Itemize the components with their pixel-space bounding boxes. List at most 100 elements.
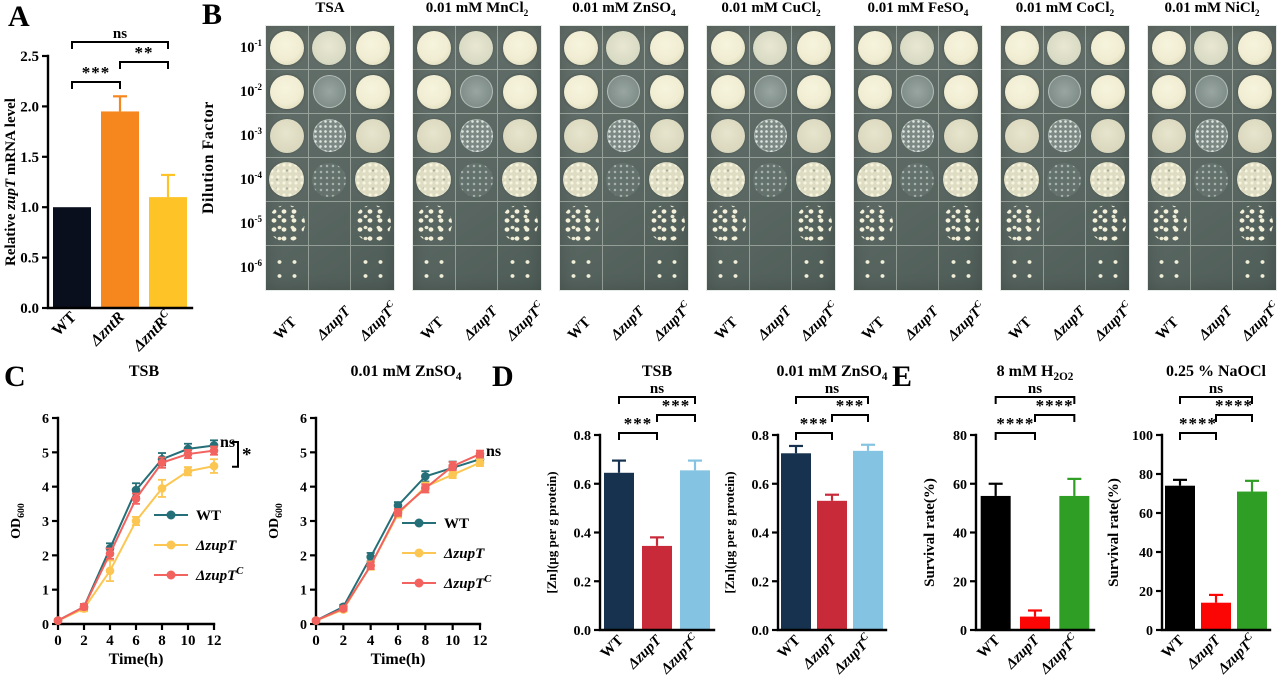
significance-label: ns: [1028, 381, 1042, 397]
svg-text:0.4: 0.4: [752, 527, 770, 542]
colony-spot: [649, 118, 684, 153]
strain-label: ΔzupTC: [945, 299, 985, 345]
plate-cell: [1086, 202, 1129, 246]
colony-spot: [354, 205, 392, 242]
plate-cell: [707, 158, 750, 202]
svg-text:0.01 mM ZnSO4: 0.01 mM ZnSO4: [777, 363, 888, 383]
plate-cell: [1001, 70, 1044, 114]
growth-curve-tsb: TSB 0 1 2 3 4 5 6 0 2 4 6 8 10 12 Time(h) OD600 WT ΔzupT Δz…: [4, 360, 262, 699]
plate-cell: [498, 202, 541, 246]
colony-spot: [563, 118, 598, 153]
colony-spot: [606, 30, 641, 65]
svg-text:4: 4: [106, 633, 114, 649]
strain-label: ΔzupTC: [651, 299, 691, 345]
colony-spot: [649, 30, 684, 65]
plate-cell: [1148, 114, 1191, 158]
legend-label: ΔzupT: [443, 546, 485, 562]
agar-plate: [266, 26, 394, 290]
svg-text:5: 5: [42, 446, 49, 461]
colony-spot: [355, 118, 390, 153]
bar-ΔzntR: [101, 111, 139, 308]
plate-cell: [1148, 70, 1191, 114]
plate-cell: [308, 158, 352, 202]
data-point: [393, 501, 403, 510]
plate-cell: [707, 26, 750, 70]
plate-cell: [498, 246, 541, 290]
plate-cell: [1233, 114, 1276, 158]
plate-cell: [413, 202, 456, 246]
colony-spot: [1237, 30, 1272, 65]
x-category-label: ΔzupTC: [1035, 630, 1083, 678]
legend-label: ΔzupTC: [443, 574, 492, 592]
plate-group: 0.01 mM CuCl2 WT ΔzupT ΔzupTC: [707, 0, 838, 356]
plate-cell: [792, 70, 835, 114]
agar-plate: [1001, 26, 1129, 290]
svg-text:0: 0: [54, 633, 62, 649]
data-point: [311, 616, 321, 625]
svg-text:1: 1: [42, 584, 49, 599]
colony-spot: [1004, 74, 1039, 109]
colony-spot: [416, 162, 452, 197]
plate-cell: [750, 246, 793, 290]
plate-cell: [1001, 114, 1044, 158]
colony-spot: [900, 75, 934, 108]
colony-spot: [1004, 30, 1039, 65]
data-point: [131, 485, 141, 495]
significance-label: ****: [1215, 396, 1253, 415]
x-category-label: ΔzupTC: [1213, 630, 1261, 678]
plate-cell: [645, 26, 688, 70]
bar-WT: [53, 207, 91, 308]
plate-cell: [1001, 158, 1044, 202]
strain-label: ΔzupTC: [357, 299, 397, 345]
plate-cell: [455, 26, 499, 70]
svg-text:TSB: TSB: [129, 363, 160, 380]
colony-spot: [563, 162, 599, 197]
plate-cell: [645, 70, 688, 114]
colony-spot: [355, 162, 391, 197]
bar-ΔzupT: [1201, 602, 1231, 630]
strain-label: WT: [271, 314, 301, 344]
plate-cell: [560, 70, 603, 114]
series-line-WT: [315, 458, 481, 622]
svg-text:0.01 mM ZnSO4: 0.01 mM ZnSO4: [351, 363, 462, 383]
plate-cell: [560, 26, 603, 70]
plate-cell: [854, 114, 897, 158]
svg-text:0.0: 0.0: [574, 624, 592, 639]
data-point: [421, 484, 430, 493]
colony-spot: [1237, 162, 1273, 197]
plate-cell: [1233, 246, 1276, 290]
plate-cell: [707, 202, 750, 246]
strain-label: WT: [712, 314, 742, 344]
data-point: [209, 461, 219, 471]
plate-cell: [413, 70, 456, 114]
plate-cell: [309, 246, 352, 290]
condition-title: 0.01 mM NiCl2: [1164, 0, 1260, 19]
plate-cell: [351, 70, 394, 114]
svg-text:0.6: 0.6: [574, 478, 592, 493]
x-category-label: ΔzupTC: [829, 630, 877, 678]
colony-spot: [1235, 249, 1274, 287]
data-point: [393, 508, 403, 517]
panel-a: A 0.0 0.5 1.0 1.5 2.0 2.5 Relative zupT mRNA l…: [0, 0, 200, 360]
svg-text:0.4: 0.4: [574, 527, 592, 542]
plate-cell: [351, 158, 394, 202]
plate-cell: [939, 246, 982, 290]
colony-spot: [502, 162, 538, 197]
svg-text:6: 6: [300, 412, 307, 427]
plate-cell: [1043, 158, 1087, 202]
strain-label: WT: [418, 314, 448, 344]
svg-text:1.0: 1.0: [20, 200, 39, 216]
x-category-label: WT: [974, 633, 1003, 662]
plate-cell: [560, 114, 603, 158]
colony-spot: [943, 30, 978, 65]
plate-cell: [854, 246, 897, 290]
agar-plate: [413, 26, 541, 290]
colony-spot: [857, 30, 892, 65]
colony-spot: [1151, 118, 1186, 153]
colony-spot: [312, 75, 346, 108]
plate-cell: [413, 246, 456, 290]
colony-spot: [606, 119, 640, 152]
svg-text:4: 4: [42, 481, 49, 496]
svg-text:0.5: 0.5: [20, 251, 39, 267]
